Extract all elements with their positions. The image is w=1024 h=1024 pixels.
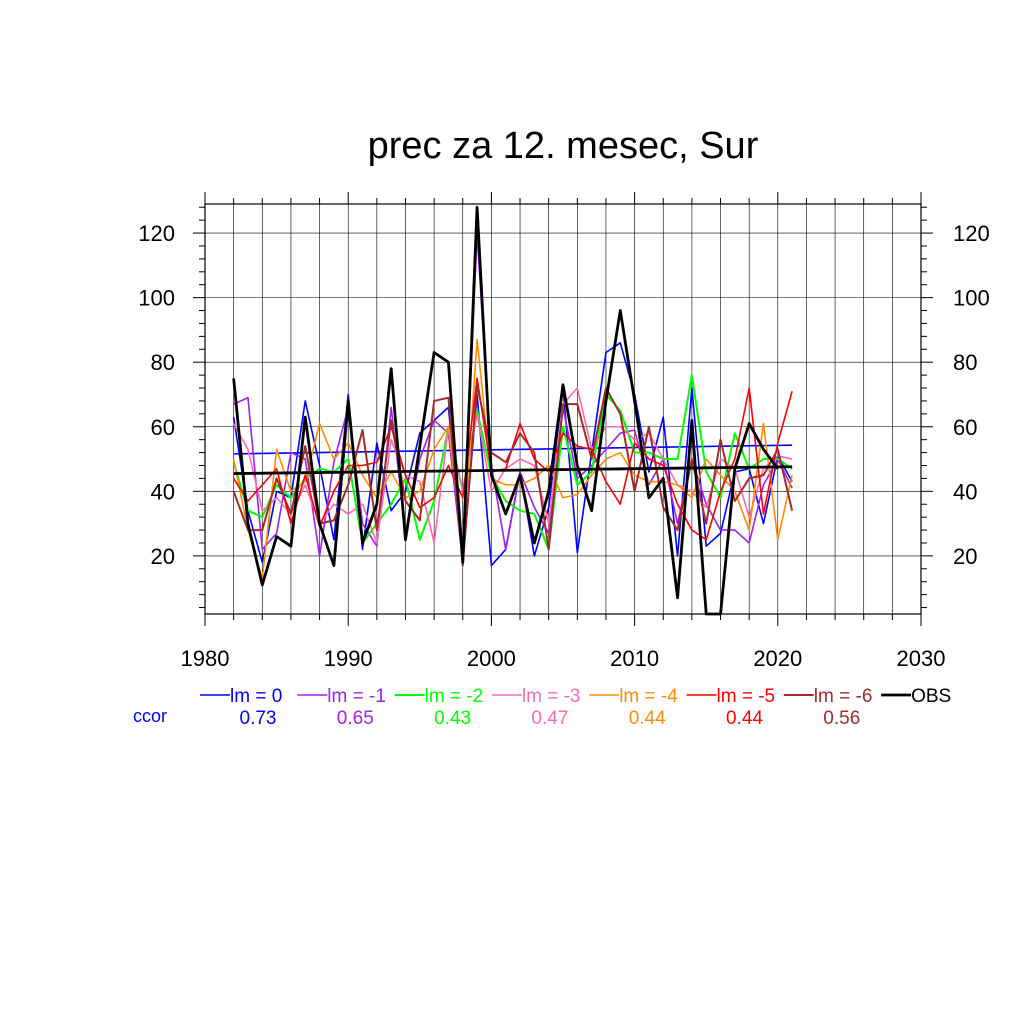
ccor-label: ccor — [133, 706, 167, 726]
trend-line — [233, 465, 793, 475]
series-line — [232, 374, 793, 551]
legend-label: lm = 0 — [230, 686, 282, 707]
plot-frame — [204, 203, 922, 615]
x-tick-label: 2030 — [897, 646, 946, 671]
series-line — [232, 205, 779, 616]
series-line — [232, 338, 793, 580]
y-tick-label-right: 60 — [953, 415, 977, 440]
ccor-value: 0.56 — [823, 708, 860, 729]
x-tick-label: 2020 — [753, 646, 802, 671]
y-tick-label-right: 100 — [953, 286, 990, 311]
x-tick-label: 2000 — [467, 646, 516, 671]
legend-label: lm = -6 — [814, 686, 873, 707]
ccor-value: 0.65 — [337, 708, 374, 729]
ccor-value: 0.43 — [434, 708, 471, 729]
legend-label: lm = -2 — [425, 686, 484, 707]
x-tick-label: 2010 — [610, 646, 659, 671]
legend-label: OBS — [911, 686, 951, 707]
ccor-value: 0.44 — [726, 708, 763, 729]
ccor-value: 0.47 — [531, 708, 568, 729]
y-tick-label-left: 40 — [151, 479, 175, 504]
y-tick-label-right: 80 — [953, 350, 977, 375]
ccor-value: 0.44 — [629, 708, 666, 729]
legend-label: lm = -3 — [522, 686, 581, 707]
legend-label: lm = -1 — [327, 686, 386, 707]
chart-title: prec za 12. mesec, Sur — [368, 125, 759, 167]
y-tick-label-right: 40 — [953, 479, 977, 504]
x-tick-label: 1980 — [181, 646, 230, 671]
legend-label: lm = -4 — [619, 686, 678, 707]
y-tick-label-left: 80 — [151, 350, 175, 375]
y-tick-label-left: 20 — [151, 544, 175, 569]
x-tick-label: 1990 — [324, 646, 373, 671]
ccor-value: 0.73 — [240, 708, 277, 729]
legend-label: lm = -5 — [717, 686, 776, 707]
series-line — [232, 383, 794, 567]
y-tick-label-left: 100 — [138, 286, 175, 311]
y-tick-label-left: 120 — [138, 221, 175, 246]
y-tick-label-left: 60 — [151, 415, 175, 440]
series-lines — [232, 205, 794, 616]
y-tick-label-right: 120 — [953, 221, 990, 246]
y-tick-label-right: 20 — [953, 544, 977, 569]
